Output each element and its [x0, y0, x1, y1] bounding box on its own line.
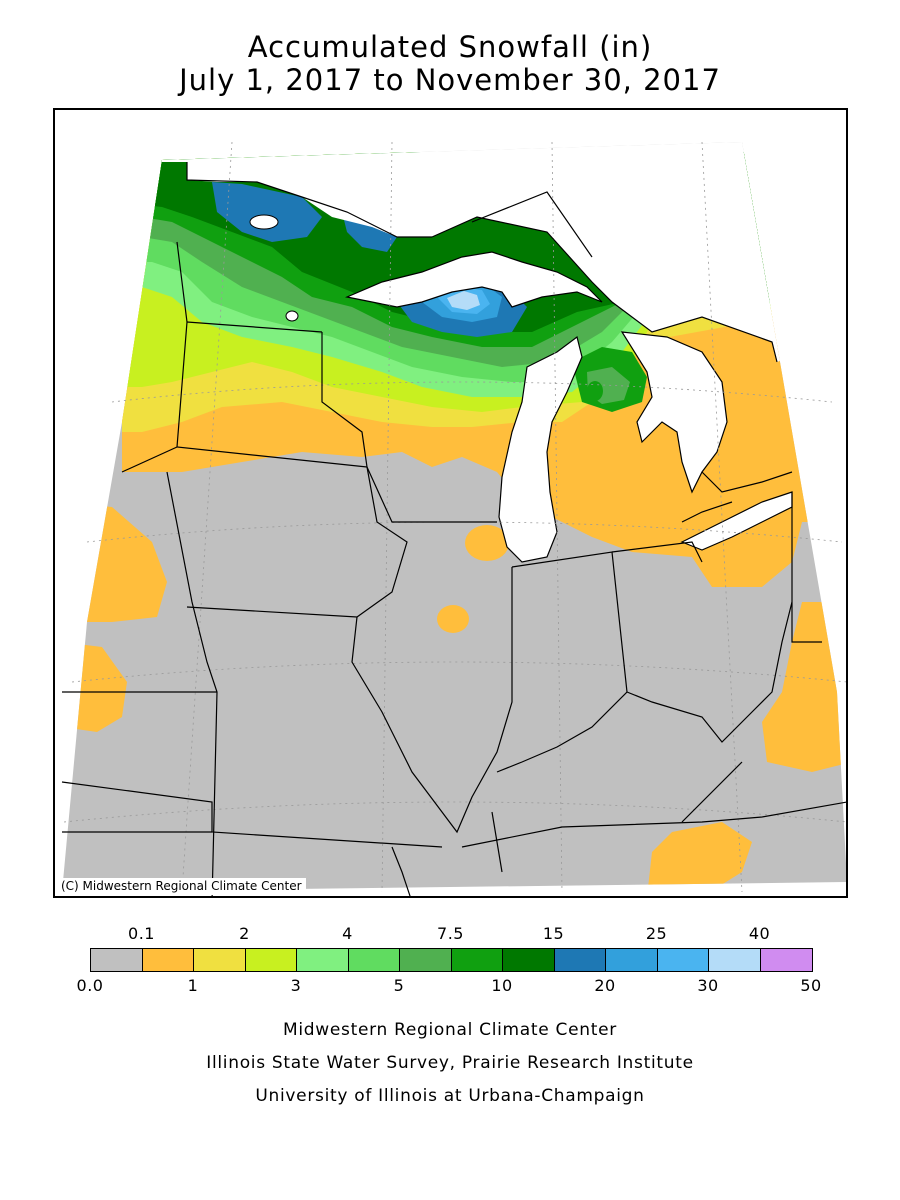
- legend-top-label: 40: [748, 924, 771, 943]
- legend-bottom-label: 20: [594, 976, 616, 995]
- legend-swatch: [760, 949, 812, 971]
- legend-bottom-label: 1: [187, 976, 199, 995]
- footer-university: University of Illinois at Urbana-Champai…: [255, 1086, 645, 1106]
- snow-patch-orange-il: [437, 605, 469, 633]
- canada-coast: [431, 191, 793, 873]
- legend-bottom-label: 50: [800, 976, 822, 995]
- legend-bottom-label: 30: [697, 976, 719, 995]
- canada-no-data: [122, 142, 846, 362]
- legend-swatch: [451, 949, 503, 971]
- map-credit: (C) Midwestern Regional Climate Center: [57, 878, 306, 895]
- snow-patch-orange-ky: [647, 822, 752, 892]
- legend-swatch: [503, 949, 555, 971]
- graticule: [63, 141, 846, 893]
- legend-bottom-label: 0.0: [76, 976, 104, 995]
- legend-top-label: 7.5: [437, 924, 464, 943]
- legend-swatch: [400, 949, 452, 971]
- footer-survey: Illinois State Water Survey, Prairie Res…: [206, 1053, 694, 1073]
- legend-bottom-label: 5: [393, 976, 405, 995]
- snowfall-map: (C) Midwestern Regional Climate Center: [53, 108, 848, 898]
- legend-swatch: [91, 949, 143, 971]
- map-date-range: July 1, 2017 to November 30, 2017: [179, 63, 721, 97]
- legend-swatch: [709, 949, 761, 971]
- legend-swatch: [142, 949, 194, 971]
- legend-swatch: [554, 949, 606, 971]
- legend-swatch: [348, 949, 400, 971]
- snow-patch-orange-nil: [465, 525, 509, 561]
- color-legend: 0.1 2 4 7.5 15 25 40 0.0 1 3 5 10 20 30 50: [0, 918, 900, 998]
- snow-band-blue-north: [212, 182, 322, 242]
- red-lake: [249, 214, 279, 230]
- map-title: Accumulated Snowfall (in): [247, 30, 653, 64]
- legend-swatch: [657, 949, 709, 971]
- snow-patch-darkgreen-michigan: [587, 381, 603, 401]
- lake-huron: [620, 331, 728, 494]
- lake-superior: [344, 251, 603, 308]
- legend-bottom-label: 10: [491, 976, 513, 995]
- legend-bottom-label: 3: [290, 976, 302, 995]
- legend-top-label: 0.1: [128, 924, 155, 943]
- legend-swatch: [297, 949, 349, 971]
- legend-bar: [90, 948, 813, 972]
- legend-top-label: 25: [645, 924, 668, 943]
- footer-organization: Midwestern Regional Climate Center: [283, 1020, 617, 1040]
- state-boundaries: [61, 162, 846, 896]
- legend-top-label: 4: [342, 924, 353, 943]
- snow-band-light-blue-superior: [447, 291, 480, 310]
- map-canvas: [61, 141, 846, 896]
- legend-swatch: [194, 949, 246, 971]
- mille-lacs: [285, 310, 299, 322]
- legend-top-label: 2: [239, 924, 250, 943]
- legend-top-label: 15: [542, 924, 565, 943]
- legend-swatch: [606, 949, 658, 971]
- legend-swatch: [245, 949, 297, 971]
